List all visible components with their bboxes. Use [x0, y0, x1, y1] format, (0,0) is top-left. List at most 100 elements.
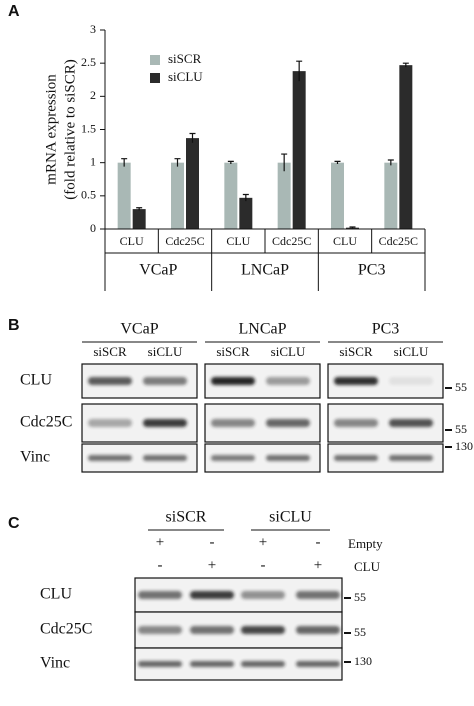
row-label: Cdc25C	[20, 414, 72, 431]
condition-sign: +	[314, 557, 322, 573]
error-bar	[387, 159, 394, 166]
cell-line-label: PC3	[372, 321, 400, 338]
error-bar	[334, 160, 341, 164]
x-tick-label: Cdc25C	[165, 234, 204, 248]
cell-line-label: LNCaP	[239, 321, 287, 338]
error-bar	[227, 160, 234, 164]
bar	[224, 162, 238, 229]
marker-label: 55	[354, 625, 366, 639]
marker-label: 130	[354, 654, 372, 668]
bar	[384, 162, 398, 229]
group-label: LNCaP	[241, 262, 289, 279]
marker-label: 55	[354, 590, 366, 604]
blot-band	[138, 626, 182, 634]
error-bar	[296, 60, 303, 82]
y-axis-label: mRNA expression	[43, 74, 59, 185]
legend-label: siCLU	[168, 69, 203, 84]
bar	[171, 162, 184, 229]
group-label: siCLU	[269, 509, 312, 526]
y-tick-label: 0.5	[81, 188, 96, 202]
bar	[277, 162, 291, 229]
row-label: Cdc25C	[40, 621, 92, 638]
blot-band	[88, 419, 132, 427]
condition-label: Empty	[348, 536, 383, 551]
x-tick-label: CLU	[226, 234, 250, 248]
condition-sign: +	[259, 534, 267, 550]
error-bar	[121, 158, 128, 167]
blot-band	[138, 661, 182, 667]
bar	[117, 162, 131, 229]
group-label: siSCR	[166, 509, 207, 526]
bar	[186, 138, 199, 229]
blot-band	[241, 591, 285, 599]
condition-sign: -	[261, 557, 266, 573]
blot-band	[334, 419, 378, 427]
marker-label: 130	[455, 439, 473, 453]
condition-sign: -	[210, 534, 215, 550]
blot-band	[88, 455, 132, 461]
row-label: Vinc	[20, 449, 50, 466]
legend-swatch	[150, 55, 160, 65]
y-tick-label: 2.5	[81, 55, 96, 69]
row-label: CLU	[20, 372, 52, 389]
error-bar	[349, 226, 356, 229]
group-label: PC3	[358, 262, 386, 279]
blot-band	[211, 455, 255, 461]
condition-sign: +	[156, 534, 164, 550]
blot-band	[190, 591, 234, 599]
panel-letter: B	[8, 317, 20, 334]
error-bar	[189, 132, 196, 143]
row-label: CLU	[40, 586, 72, 603]
bar	[132, 209, 146, 229]
blot-band	[190, 661, 234, 667]
error-bar	[242, 193, 249, 202]
panel-letter: A	[8, 3, 20, 20]
blot-band	[296, 626, 340, 634]
blot-band	[241, 626, 285, 634]
blot-band	[296, 661, 340, 667]
condition-sign: +	[208, 557, 216, 573]
error-bar	[174, 158, 181, 167]
row-label: Vinc	[40, 655, 70, 672]
error-bar	[402, 62, 409, 68]
y-tick-label: 2	[90, 88, 96, 102]
marker-label: 55	[455, 380, 467, 394]
error-bar	[281, 153, 288, 172]
bar	[399, 65, 413, 229]
blot-band	[190, 626, 234, 634]
blot-band	[88, 377, 132, 385]
blot-band	[389, 455, 433, 461]
lane-label: siSCR	[93, 344, 127, 359]
condition-sign: -	[316, 534, 321, 550]
bar	[331, 162, 344, 229]
blot-band	[266, 377, 310, 385]
x-tick-label: CLU	[120, 234, 144, 248]
lane-label: siCLU	[271, 344, 306, 359]
lane-label: siSCR	[216, 344, 250, 359]
legend-swatch	[150, 73, 160, 83]
blot-band	[143, 377, 187, 385]
condition-label: CLU	[354, 559, 381, 574]
blot-band	[138, 591, 182, 599]
condition-sign: -	[158, 557, 163, 573]
blot-band	[241, 661, 285, 667]
blot-band	[266, 419, 310, 427]
blot-band	[389, 377, 433, 385]
lane-label: siCLU	[148, 344, 183, 359]
x-tick-label: CLU	[333, 234, 357, 248]
bar	[239, 197, 253, 229]
blot-band	[143, 419, 187, 427]
y-tick-label: 0	[90, 221, 96, 235]
cell-line-label: VCaP	[120, 321, 158, 338]
legend-label: siSCR	[168, 51, 202, 66]
group-label: VCaP	[139, 262, 177, 279]
x-tick-label: Cdc25C	[379, 234, 418, 248]
blot-band	[143, 455, 187, 461]
y-tick-label: 3	[90, 22, 96, 36]
blot-band	[296, 591, 340, 599]
y-axis-label: (fold relative to siSCR)	[62, 59, 78, 199]
panel-letter: C	[8, 515, 20, 532]
x-tick-label: Cdc25C	[272, 234, 311, 248]
y-tick-label: 1	[90, 154, 96, 168]
